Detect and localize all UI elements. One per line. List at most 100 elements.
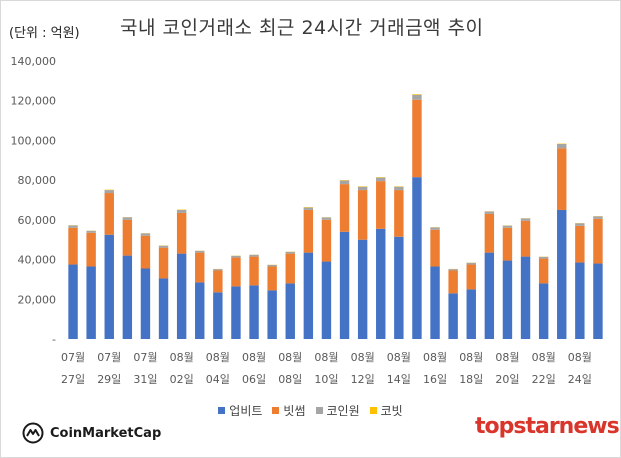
bar-bithumb bbox=[267, 266, 277, 291]
bar-bithumb bbox=[213, 270, 223, 293]
bar-upbit bbox=[285, 283, 295, 339]
coinmarketcap-name: CoinMarketCap bbox=[50, 425, 162, 441]
x-tick-month: 08월 bbox=[568, 351, 592, 364]
bar-bithumb bbox=[357, 190, 368, 240]
bar-bithumb bbox=[502, 227, 513, 261]
x-tick-month: 08월 bbox=[351, 351, 375, 364]
bar-coinone bbox=[249, 254, 259, 257]
legend-swatch bbox=[315, 407, 323, 414]
x-tick-day: 06일 bbox=[242, 372, 266, 386]
bar-coinone bbox=[231, 255, 241, 258]
x-tick-month: 08월 bbox=[206, 351, 230, 364]
bar-bithumb bbox=[285, 253, 295, 284]
bar-coinone bbox=[466, 262, 476, 265]
bar-coinone bbox=[538, 256, 549, 259]
y-tick-label: 60,000 bbox=[18, 214, 57, 227]
topstarnews-logo: topstarnews bbox=[475, 414, 620, 439]
bar-coinone bbox=[321, 217, 332, 220]
x-tick-month: 08월 bbox=[532, 351, 556, 364]
bar-coinone bbox=[412, 94, 422, 100]
bar-upbit bbox=[140, 268, 151, 339]
bar-bithumb bbox=[448, 270, 458, 294]
bar-bithumb bbox=[140, 235, 151, 269]
chart-plot: - 20,000 40,000 60,000 80,000 100,000 120,000 1… bbox=[11, 55, 603, 386]
bar-coinone bbox=[140, 233, 151, 236]
bar-upbit bbox=[430, 266, 440, 339]
bar-coinone bbox=[86, 230, 96, 233]
y-tick-label: 120,000 bbox=[11, 95, 57, 108]
bar-coinone bbox=[557, 144, 567, 149]
bar-bithumb bbox=[376, 181, 386, 229]
x-tick-month: 07월 bbox=[97, 351, 121, 364]
legend-swatch bbox=[369, 407, 377, 414]
bar-bithumb bbox=[68, 227, 78, 265]
bar-coinone bbox=[104, 190, 114, 194]
legend-item: 업비트 bbox=[218, 402, 262, 419]
x-tick-day: 27일 bbox=[61, 372, 85, 386]
bar-upbit bbox=[249, 285, 259, 339]
x-tick-month: 08월 bbox=[242, 351, 266, 364]
y-tick-label: 40,000 bbox=[18, 254, 57, 267]
coinmarketcap-icon bbox=[22, 422, 44, 444]
x-tick-month: 08월 bbox=[387, 351, 411, 364]
bar-upbit bbox=[231, 286, 241, 339]
bar-upbit bbox=[158, 278, 169, 339]
y-tick-label: 140,000 bbox=[11, 55, 57, 68]
bar-upbit bbox=[357, 239, 368, 339]
x-tick-day: 22일 bbox=[532, 372, 556, 386]
bar-upbit bbox=[321, 261, 332, 339]
legend-label: 코빗 bbox=[380, 404, 403, 418]
bar-coinone bbox=[593, 216, 603, 219]
x-tick-day: 02일 bbox=[170, 372, 194, 386]
bar-bithumb bbox=[538, 258, 549, 284]
x-tick-month: 08월 bbox=[423, 351, 447, 364]
unit-label: (단위 : 억원) bbox=[9, 26, 80, 41]
bar-bithumb bbox=[321, 219, 332, 262]
bar-bithumb bbox=[430, 229, 440, 267]
legend-label: 코인원 bbox=[326, 404, 360, 418]
bar-coinone bbox=[394, 186, 404, 191]
coinmarketcap-logo: CoinMarketCap bbox=[22, 421, 161, 445]
bar-korbit bbox=[412, 94, 422, 95]
bar-coinone bbox=[520, 218, 531, 221]
bar-coinone bbox=[430, 227, 440, 230]
bar-coinone bbox=[303, 207, 314, 210]
x-tick-month: 08월 bbox=[495, 351, 519, 364]
bar-bithumb bbox=[231, 257, 241, 287]
bar-bithumb bbox=[195, 252, 205, 283]
bar-bithumb bbox=[249, 256, 259, 286]
x-tick-day: 24일 bbox=[568, 372, 592, 386]
y-tick-label: 80,000 bbox=[18, 174, 57, 187]
x-tick-day: 31일 bbox=[133, 372, 157, 386]
y-tick-label: 100,000 bbox=[11, 134, 57, 147]
bar-coinone bbox=[339, 180, 350, 185]
bar-upbit bbox=[86, 266, 96, 339]
x-tick-day: 08일 bbox=[278, 372, 302, 386]
bar-coinone bbox=[376, 177, 386, 182]
x-tick-month: 07월 bbox=[133, 351, 157, 364]
bar-bithumb bbox=[575, 225, 585, 263]
bar-coinone bbox=[267, 264, 277, 267]
chart-legend: 업비트 빗썸 코인원 코빗 bbox=[0, 402, 621, 419]
bar-bithumb bbox=[339, 184, 350, 232]
legend-label: 업비트 bbox=[229, 404, 263, 418]
chart-title: 국내 코인거래소 최근 24시간 거래금액 추이 bbox=[120, 17, 484, 39]
bar-upbit bbox=[68, 264, 78, 339]
bar-upbit bbox=[557, 209, 567, 339]
x-tick-day: 10일 bbox=[314, 372, 338, 386]
x-tick-day: 20일 bbox=[495, 372, 519, 386]
bar-coinone bbox=[285, 251, 295, 254]
bar-bithumb bbox=[412, 99, 422, 178]
bar-bithumb bbox=[593, 218, 603, 264]
bar-upbit bbox=[448, 293, 458, 339]
bar-upbit bbox=[267, 290, 277, 339]
bar-upbit bbox=[538, 283, 549, 339]
bar-upbit bbox=[176, 253, 187, 339]
x-tick-month: 08월 bbox=[170, 351, 194, 364]
bar-upbit bbox=[466, 289, 476, 339]
legend-item: 코빗 bbox=[369, 402, 403, 419]
x-tick-day: 16일 bbox=[423, 372, 447, 386]
bar-upbit bbox=[339, 231, 350, 339]
bar-bithumb bbox=[122, 219, 133, 256]
legend-label: 빗썸 bbox=[283, 404, 306, 418]
